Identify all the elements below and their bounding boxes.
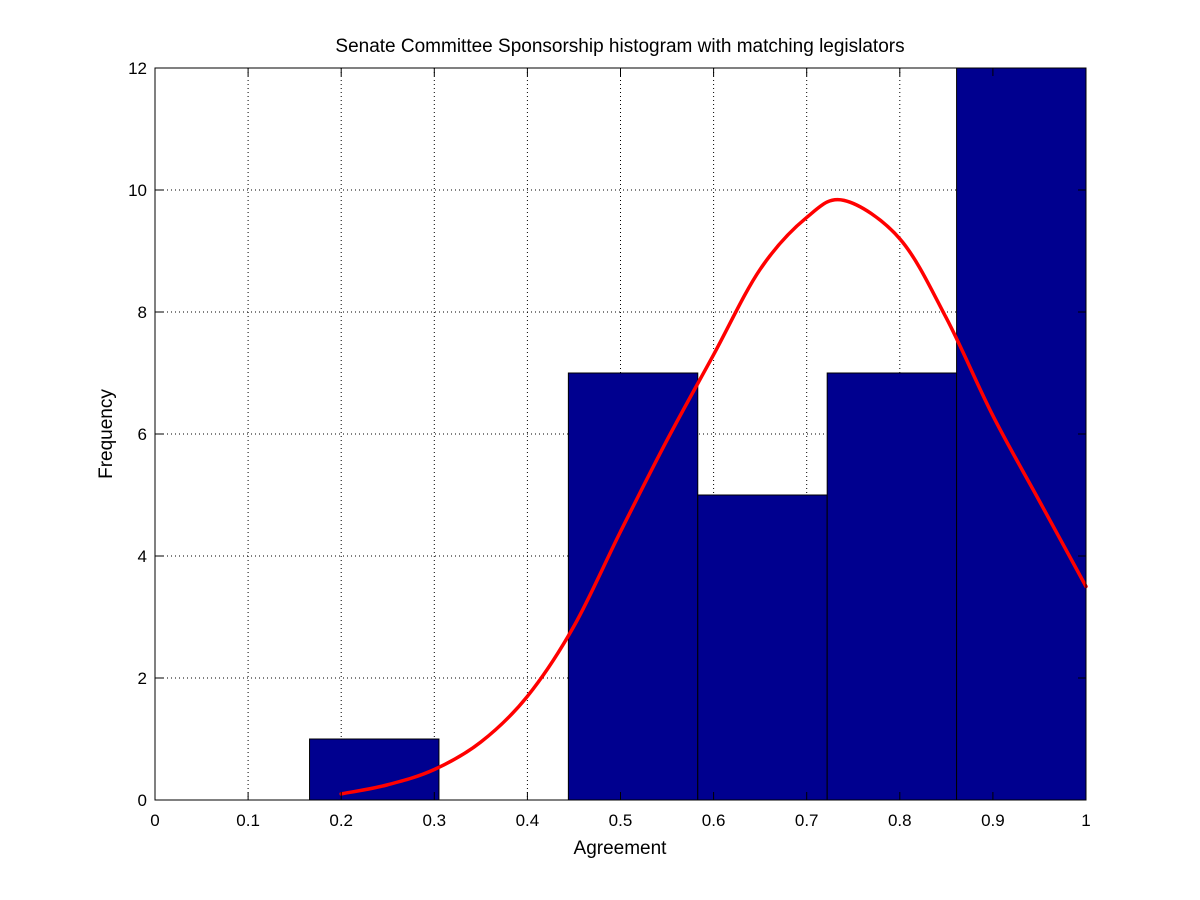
y-tick-label: 6 (138, 425, 147, 444)
y-tick-label: 8 (138, 303, 147, 322)
histogram-bar (567, 372, 699, 801)
x-tick-label: 0.2 (329, 811, 353, 830)
x-tick-label: 0 (150, 811, 159, 830)
y-tick-labels: 0 2 4 6 8 10 12 (128, 59, 147, 810)
histogram-bar (697, 494, 828, 801)
x-tick-label: 0.4 (516, 811, 540, 830)
x-tick-labels: 0 0.1 0.2 0.3 0.4 0.5 0.6 0.7 0.8 0.9 1 (150, 811, 1090, 830)
x-tick-label: 0.7 (795, 811, 819, 830)
fit-curve-line (339, 197, 1088, 796)
x-tick-label: 0.1 (236, 811, 260, 830)
y-tick-label: 0 (138, 791, 147, 810)
x-tick-label: 0.9 (981, 811, 1005, 830)
y-tick-label: 2 (138, 669, 147, 688)
chart-title: Senate Committee Sponsorship histogram w… (335, 36, 904, 57)
x-tick-label: 0.5 (609, 811, 633, 830)
histogram-bar (826, 372, 958, 801)
y-tick-label: 4 (138, 547, 147, 566)
x-tick-label: 0.8 (888, 811, 912, 830)
histogram-bar (956, 67, 1087, 801)
histogram-bar (309, 738, 440, 801)
y-tick-label: 10 (128, 181, 147, 200)
x-axis-label: Agreement (574, 838, 668, 859)
axis-ticks (154, 67, 1087, 801)
x-tick-label: 0.3 (422, 811, 446, 830)
histogram-bars (309, 67, 1087, 801)
fit-curve (339, 197, 1088, 796)
x-tick-label: 1 (1081, 811, 1090, 830)
y-axis-label: Frequency (96, 389, 117, 479)
y-tick-label: 12 (128, 59, 147, 78)
x-tick-label: 0.6 (702, 811, 726, 830)
